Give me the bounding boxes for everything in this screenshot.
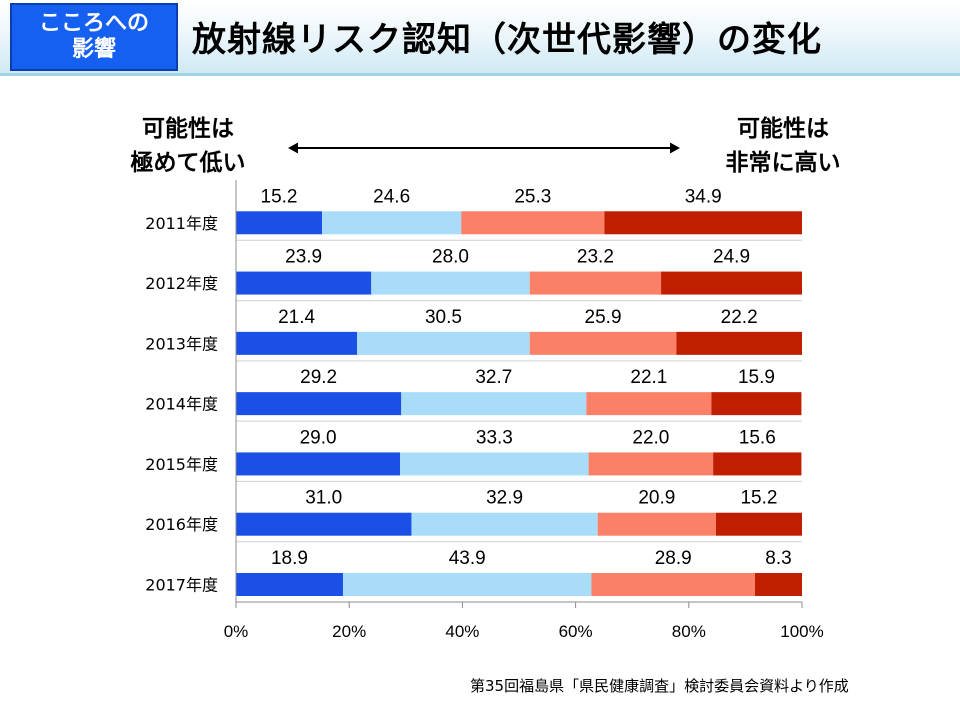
- data-label: 34.9: [685, 186, 722, 207]
- bar-segment: [236, 392, 402, 416]
- bar-segment: [529, 271, 662, 295]
- bar-segment: [586, 392, 712, 416]
- bar-segment: [236, 452, 401, 476]
- bar-segment: [342, 573, 592, 596]
- bar-segment: [661, 271, 802, 295]
- x-tick-label: 100%: [780, 622, 823, 641]
- bar-segment: [236, 211, 323, 235]
- bar-segment: [711, 392, 802, 416]
- category-label: 2015年度: [145, 455, 218, 474]
- data-label: 23.9: [285, 247, 322, 268]
- bar-segment: [236, 573, 343, 596]
- data-label: 25.9: [585, 307, 622, 328]
- scale-label-high-line-1: 可能性は: [737, 116, 829, 142]
- data-label: 32.7: [475, 367, 512, 388]
- data-label: 22.2: [721, 307, 758, 328]
- x-tick-label: 40%: [445, 622, 479, 641]
- bar-segment: [371, 271, 530, 295]
- bar-segment: [588, 452, 714, 476]
- bar-segment: [236, 512, 412, 536]
- data-label: 30.5: [425, 307, 462, 328]
- bar-segment: [597, 512, 716, 536]
- bar-segment: [755, 573, 802, 596]
- data-label: 8.3: [765, 548, 791, 569]
- x-tick-label: 80%: [672, 622, 706, 641]
- bar-segment: [236, 271, 372, 295]
- category-label: 2011年度: [145, 214, 218, 233]
- data-label: 23.2: [577, 247, 614, 268]
- scale-label-high: 可能性は 非常に高い: [708, 112, 858, 180]
- data-label: 32.9: [486, 488, 523, 509]
- bar-segment: [411, 512, 598, 536]
- data-label: 24.6: [373, 186, 410, 207]
- bar-segment: [357, 331, 530, 355]
- bar-segment: [676, 331, 802, 355]
- scale-label-low-line-2: 極めて低い: [130, 150, 246, 176]
- page-title: 放射線リスク認知（次世代影響）の変化: [192, 19, 822, 60]
- data-label: 28.0: [432, 247, 469, 268]
- scale-label-low: 可能性は 極めて低い: [118, 112, 258, 180]
- data-label: 43.9: [449, 548, 486, 569]
- badge-line-1: こころへの: [38, 11, 149, 36]
- bar-segment: [400, 452, 589, 476]
- data-label: 15.9: [738, 367, 775, 388]
- plot-area: 2011年度 15.2 24.6 25.3 34.9 2012年度 23.9 28.0 23.2…: [145, 180, 824, 641]
- data-label: 15.2: [261, 186, 298, 207]
- scale-label-high-line-2: 非常に高い: [725, 150, 841, 176]
- data-label: 29.0: [300, 427, 337, 448]
- scale-arrow: [288, 142, 680, 154]
- data-label: 31.0: [305, 488, 342, 509]
- bar-segment: [529, 331, 677, 355]
- x-tick-label: 0%: [224, 622, 249, 641]
- x-tick-label: 20%: [332, 622, 366, 641]
- data-label: 21.4: [278, 307, 315, 328]
- bar-segment: [591, 573, 756, 596]
- bar-segment: [461, 211, 605, 235]
- bar-segment: [401, 392, 587, 416]
- bar-segment: [715, 512, 802, 536]
- badge-line-2: 影響: [71, 37, 116, 62]
- scale-label-low-line-1: 可能性は: [142, 116, 234, 142]
- source-note: 第35回福島県「県民健康調査」検討委員会資料より作成: [470, 677, 849, 695]
- data-label: 29.2: [300, 367, 337, 388]
- data-label: 20.9: [638, 488, 675, 509]
- bar-segment: [322, 211, 462, 235]
- data-label: 15.6: [739, 427, 776, 448]
- data-label: 28.9: [655, 548, 692, 569]
- data-label: 33.3: [476, 427, 513, 448]
- data-label: 22.0: [632, 427, 669, 448]
- category-label: 2016年度: [145, 515, 218, 534]
- category-label: 2012年度: [145, 274, 218, 293]
- data-label: 25.3: [514, 186, 551, 207]
- bar-segment: [713, 452, 802, 476]
- slide-header: こころへの 影響 放射線リスク認知（次世代影響）の変化: [0, 0, 960, 76]
- bar-segment: [604, 211, 802, 235]
- category-label: 2017年度: [145, 576, 218, 595]
- bar-segment: [236, 331, 358, 355]
- section-badge: こころへの 影響: [10, 3, 178, 71]
- data-label: 18.9: [271, 548, 308, 569]
- category-label: 2014年度: [145, 395, 218, 414]
- data-label: 24.9: [713, 247, 750, 268]
- data-label: 22.1: [630, 367, 667, 388]
- data-label: 15.2: [740, 488, 777, 509]
- category-label: 2013年度: [145, 334, 218, 353]
- x-tick-label: 60%: [559, 622, 593, 641]
